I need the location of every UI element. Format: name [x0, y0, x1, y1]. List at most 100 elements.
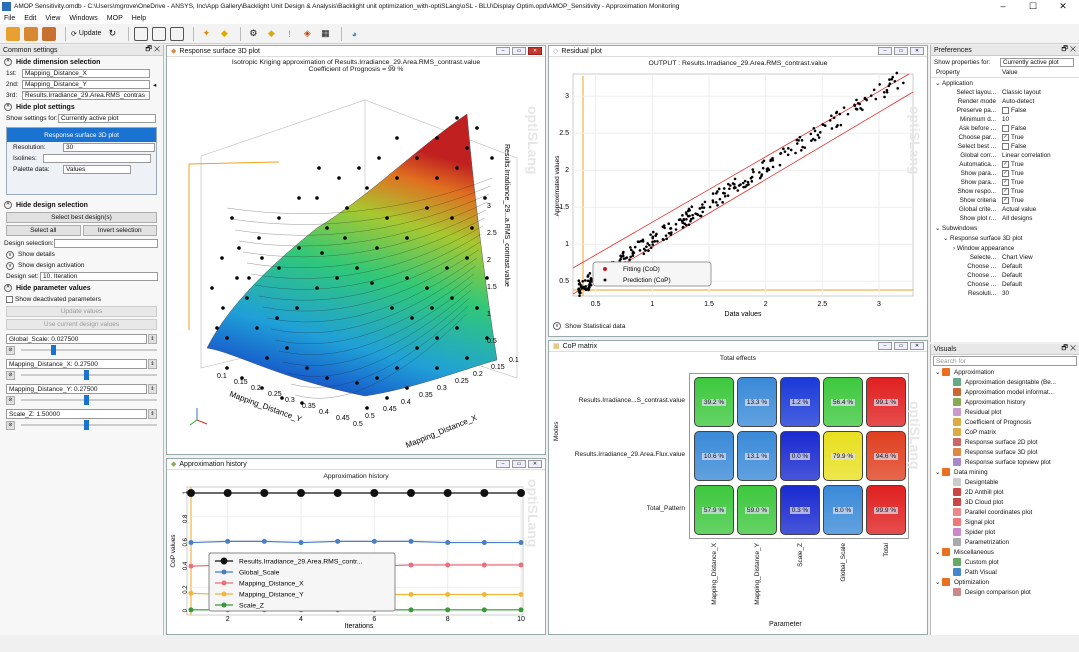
pref-value[interactable]: False	[998, 106, 1079, 114]
dim-select-2[interactable]: Mapping_Distance_Y	[22, 80, 150, 89]
pref-checkbox[interactable]: ✓	[1002, 196, 1009, 204]
visuals-item[interactable]: 3D Cloud plot	[931, 497, 1079, 507]
dimension-section-toggle[interactable]: ^ Hide dimension selection	[0, 56, 163, 68]
visuals-item[interactable]: Parallel coordinates plot	[931, 507, 1079, 517]
invert-selection-button[interactable]: Invert selection	[82, 225, 157, 236]
visuals-item[interactable]: Coefficient of Prognosis	[931, 417, 1079, 427]
pref-value[interactable]: ✓ True	[998, 169, 1079, 177]
pref-row[interactable]: Global crite... Actual value	[931, 205, 1079, 214]
pref-value[interactable]: False	[998, 142, 1079, 150]
prefs-group-subwindows[interactable]: ⌄ Subwindows	[935, 224, 978, 232]
pref-value[interactable]: Default	[998, 272, 1079, 279]
pref-value[interactable]: Classic layout	[998, 89, 1079, 96]
save-icon[interactable]	[24, 26, 38, 41]
cop-cell[interactable]: 1.2 %	[780, 377, 820, 427]
maximize-button[interactable]: ☐	[1028, 1, 1038, 11]
resolution-spinbox[interactable]: 30	[63, 143, 155, 152]
visuals-group[interactable]: ⌄ Approximation	[935, 368, 995, 376]
show-details-toggle[interactable]: v Show details	[0, 249, 163, 260]
pref-row[interactable]: Show para... ✓ True	[931, 178, 1079, 187]
visuals-item[interactable]: Residual plot	[931, 407, 1079, 417]
refresh-icon[interactable]: ↻	[108, 28, 117, 38]
visuals-item[interactable]: Custom plot	[931, 557, 1079, 567]
pref-checkbox[interactable]	[1002, 142, 1009, 150]
cop-cell[interactable]: 10.6 %	[694, 431, 734, 481]
menu-file[interactable]: File	[4, 15, 16, 22]
pref-row[interactable]: Resoluti... 30	[931, 289, 1079, 298]
pref-value[interactable]: ✓ True	[998, 196, 1079, 204]
highlight-icon[interactable]: ✦	[202, 28, 211, 38]
pref-checkbox[interactable]: ✓	[1002, 187, 1009, 195]
visuals-search-input[interactable]: Search for	[933, 356, 1077, 366]
param-slider-track[interactable]	[21, 395, 157, 405]
pref-row[interactable]: Show plot r... All designs	[931, 214, 1079, 223]
design-selection-input[interactable]	[54, 239, 158, 248]
param-slider-track[interactable]	[21, 345, 157, 355]
pin-icon[interactable]: ◆	[267, 28, 275, 38]
visuals-item[interactable]: Path Visual	[931, 567, 1079, 577]
show-deactivated-checkbox[interactable]: Show deactivated parameters	[0, 294, 163, 305]
window-layout-icon[interactable]	[134, 26, 149, 41]
param-value-field[interactable]: Global_Scale: 0.027500	[6, 334, 147, 344]
pref-value[interactable]: Auto-detect	[998, 98, 1079, 105]
warning-icon[interactable]: !	[288, 28, 291, 39]
close-button[interactable]: ✕	[1059, 1, 1067, 11]
cop-cell[interactable]: 6.0 %	[823, 485, 863, 535]
pref-row[interactable]: Select best ... False	[931, 142, 1079, 151]
param-reset-icon[interactable]: ⊘	[6, 420, 15, 430]
pref-row[interactable]: Preserve pa... False	[931, 106, 1079, 115]
pref-row[interactable]: Show para... ✓ True	[931, 169, 1079, 178]
show-statistical-data-toggle[interactable]: v Show Statistical data	[553, 322, 625, 330]
cop-cell[interactable]: 0.0 %	[780, 431, 820, 481]
param-slider-track[interactable]	[21, 370, 157, 380]
design-section-toggle[interactable]: ^ Hide design selection	[0, 199, 163, 211]
visuals-group[interactable]: ⌄ Data mining	[935, 468, 988, 476]
pref-row[interactable]: Global corr... Linear correlation	[931, 151, 1079, 160]
pref-row[interactable]: Ask before ... False	[931, 124, 1079, 133]
param-reset-icon[interactable]: ⊘	[6, 395, 15, 405]
checker-flag-icon[interactable]: ▦	[321, 28, 330, 38]
cop-cell[interactable]: 0.3 %	[780, 485, 820, 535]
param-spin-icon[interactable]: ⇕	[148, 409, 157, 419]
residual-plot-window[interactable]: ◇ Residual plot – ▭ ✕ OUTPUT : Results.Irrad…	[548, 45, 928, 337]
param-reset-icon[interactable]: ⊘	[6, 370, 15, 380]
visuals-item[interactable]: Approximation history	[931, 397, 1079, 407]
param-value-field[interactable]: Mapping_Distance_Y: 0.27500	[6, 384, 147, 394]
pref-row[interactable]: Select layou... Classic layout	[931, 88, 1079, 97]
menu-view[interactable]: View	[45, 15, 61, 22]
show-settings-select[interactable]: Currently active plot	[58, 114, 156, 123]
param-spin-icon[interactable]: ⇕	[148, 334, 157, 344]
param-slider-track[interactable]	[21, 420, 157, 430]
pref-value[interactable]: 30	[998, 290, 1079, 297]
cop-cell[interactable]: 56.4 %	[823, 377, 863, 427]
show-properties-select[interactable]: Currently active plot	[1000, 57, 1074, 67]
pref-value[interactable]: False	[998, 124, 1079, 132]
pref-value[interactable]: 10	[998, 116, 1079, 123]
pref-value[interactable]: ✓ True	[998, 187, 1079, 195]
pref-value[interactable]: All designs	[998, 215, 1079, 222]
prefs-group-application[interactable]: ⌄ Application	[935, 79, 973, 87]
pref-row[interactable]: Selecte... Chart View	[931, 253, 1079, 262]
pref-row[interactable]: Choose ... Default	[931, 262, 1079, 271]
visuals-item[interactable]: Response surface topview plot	[931, 457, 1079, 467]
menu-mop[interactable]: MOP	[106, 15, 123, 22]
pref-value[interactable]: Actual value	[998, 206, 1079, 213]
visuals-group[interactable]: ⌄ Optimization	[935, 578, 990, 586]
pref-row[interactable]: Choose ... Default	[931, 280, 1079, 289]
grid-layout-icon[interactable]	[170, 26, 185, 41]
pref-checkbox[interactable]: ✓	[1002, 169, 1009, 177]
visuals-item[interactable]: CoP matrix	[931, 427, 1079, 437]
cop-cell[interactable]: 39.2 %	[694, 377, 734, 427]
param-reset-icon[interactable]: ⊘	[6, 345, 15, 355]
select-best-button[interactable]: Select best design(s)	[6, 212, 157, 223]
cop-cell[interactable]: 94.6 %	[866, 431, 906, 481]
pref-value[interactable]: ✓ True	[998, 133, 1079, 141]
pref-value[interactable]: Linear correlation	[998, 152, 1079, 159]
pref-checkbox[interactable]: ✓	[1002, 178, 1009, 186]
approximation-history-window[interactable]: ◆ Approximation history – ▭ ✕ Approximation …	[166, 458, 546, 635]
visuals-item[interactable]: Designtable	[931, 477, 1079, 487]
pref-checkbox[interactable]	[1002, 124, 1009, 132]
select-all-button[interactable]: Select all	[6, 225, 81, 236]
visuals-item[interactable]: Signal plot	[931, 517, 1079, 527]
param-slider-handle[interactable]	[50, 345, 56, 355]
